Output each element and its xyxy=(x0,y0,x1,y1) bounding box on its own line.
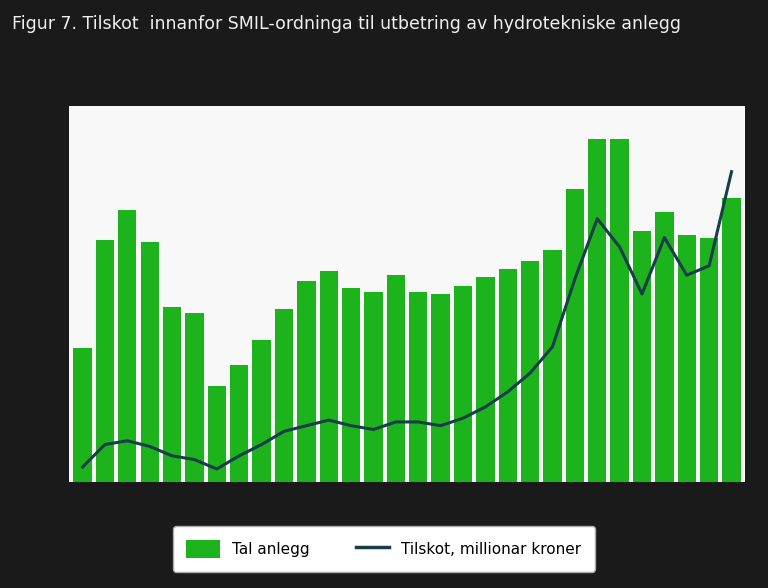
Bar xyxy=(498,269,517,482)
Bar xyxy=(432,294,450,482)
Bar xyxy=(275,309,293,482)
Bar xyxy=(409,292,428,482)
Bar xyxy=(74,348,91,482)
Bar xyxy=(342,288,360,482)
Bar xyxy=(386,275,405,482)
Bar xyxy=(588,139,607,482)
Text: Figur 7. Tilskot  innanfor SMIL-ordninga til utbetring av hydrotekniske anlegg: Figur 7. Tilskot innanfor SMIL-ordninga … xyxy=(12,15,680,33)
Bar xyxy=(476,278,495,482)
Bar xyxy=(319,271,338,482)
Bar xyxy=(297,282,316,482)
Bar xyxy=(611,139,629,482)
Legend: Tal anlegg, Tilskot, millionar kroner: Tal anlegg, Tilskot, millionar kroner xyxy=(173,526,595,572)
Bar xyxy=(454,286,472,482)
Bar xyxy=(253,340,271,482)
Bar xyxy=(230,365,248,482)
Bar xyxy=(141,242,159,482)
Bar xyxy=(700,238,718,482)
Bar xyxy=(118,211,137,482)
Bar xyxy=(633,231,651,482)
Bar xyxy=(566,189,584,482)
Bar xyxy=(543,250,561,482)
Bar xyxy=(185,313,204,482)
Bar xyxy=(677,235,696,482)
Bar xyxy=(207,386,226,482)
Bar xyxy=(723,198,740,482)
Bar xyxy=(96,240,114,482)
Bar xyxy=(364,292,382,482)
Bar xyxy=(163,306,181,482)
Bar xyxy=(655,212,674,482)
Bar xyxy=(521,260,539,482)
